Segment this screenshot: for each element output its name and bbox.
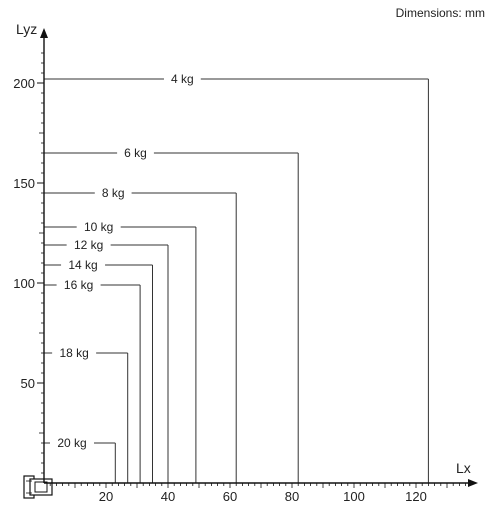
- curve-20-kg: 20 kg: [44, 436, 116, 483]
- x-tick-label: 120: [405, 489, 427, 504]
- y-axis-title: Lyz: [16, 21, 37, 37]
- series-label: 14 kg: [68, 258, 97, 272]
- curve-10-kg: 10 kg: [44, 220, 197, 483]
- curve-12-kg: 12 kg: [44, 238, 169, 483]
- curve-6-kg: 6 kg: [44, 146, 299, 483]
- series-label: 16 kg: [64, 278, 93, 292]
- y-tick-label: 100: [13, 276, 35, 291]
- x-axis-title: Lx: [456, 460, 471, 476]
- mount-icon: [23, 475, 53, 499]
- y-tick-label: 50: [21, 376, 35, 391]
- dimensions-note: Dimensions: mm: [395, 6, 485, 20]
- series-label: 6 kg: [124, 146, 147, 160]
- series-label: 4 kg: [171, 72, 194, 86]
- x-tick-label: 60: [223, 489, 237, 504]
- series-label: 10 kg: [84, 220, 113, 234]
- y-axis-arrow: [40, 28, 48, 38]
- curve-16-kg: 16 kg: [44, 278, 141, 483]
- x-tick-label: 40: [161, 489, 175, 504]
- series-label: 20 kg: [57, 436, 86, 450]
- series-label: 12 kg: [74, 238, 103, 252]
- curve-4-kg: 4 kg: [44, 72, 429, 483]
- curve-8-kg: 8 kg: [44, 186, 237, 483]
- y-tick-label: 200: [13, 76, 35, 91]
- x-tick-label: 20: [99, 489, 113, 504]
- series-label: 18 kg: [59, 346, 88, 360]
- curve-18-kg: 18 kg: [44, 346, 129, 483]
- x-tick-label: 100: [343, 489, 365, 504]
- x-tick-label: 80: [285, 489, 299, 504]
- series-label: 8 kg: [102, 186, 125, 200]
- curve-14-kg: 14 kg: [44, 258, 153, 483]
- y-tick-label: 150: [13, 176, 35, 191]
- x-axis-arrow: [468, 479, 478, 487]
